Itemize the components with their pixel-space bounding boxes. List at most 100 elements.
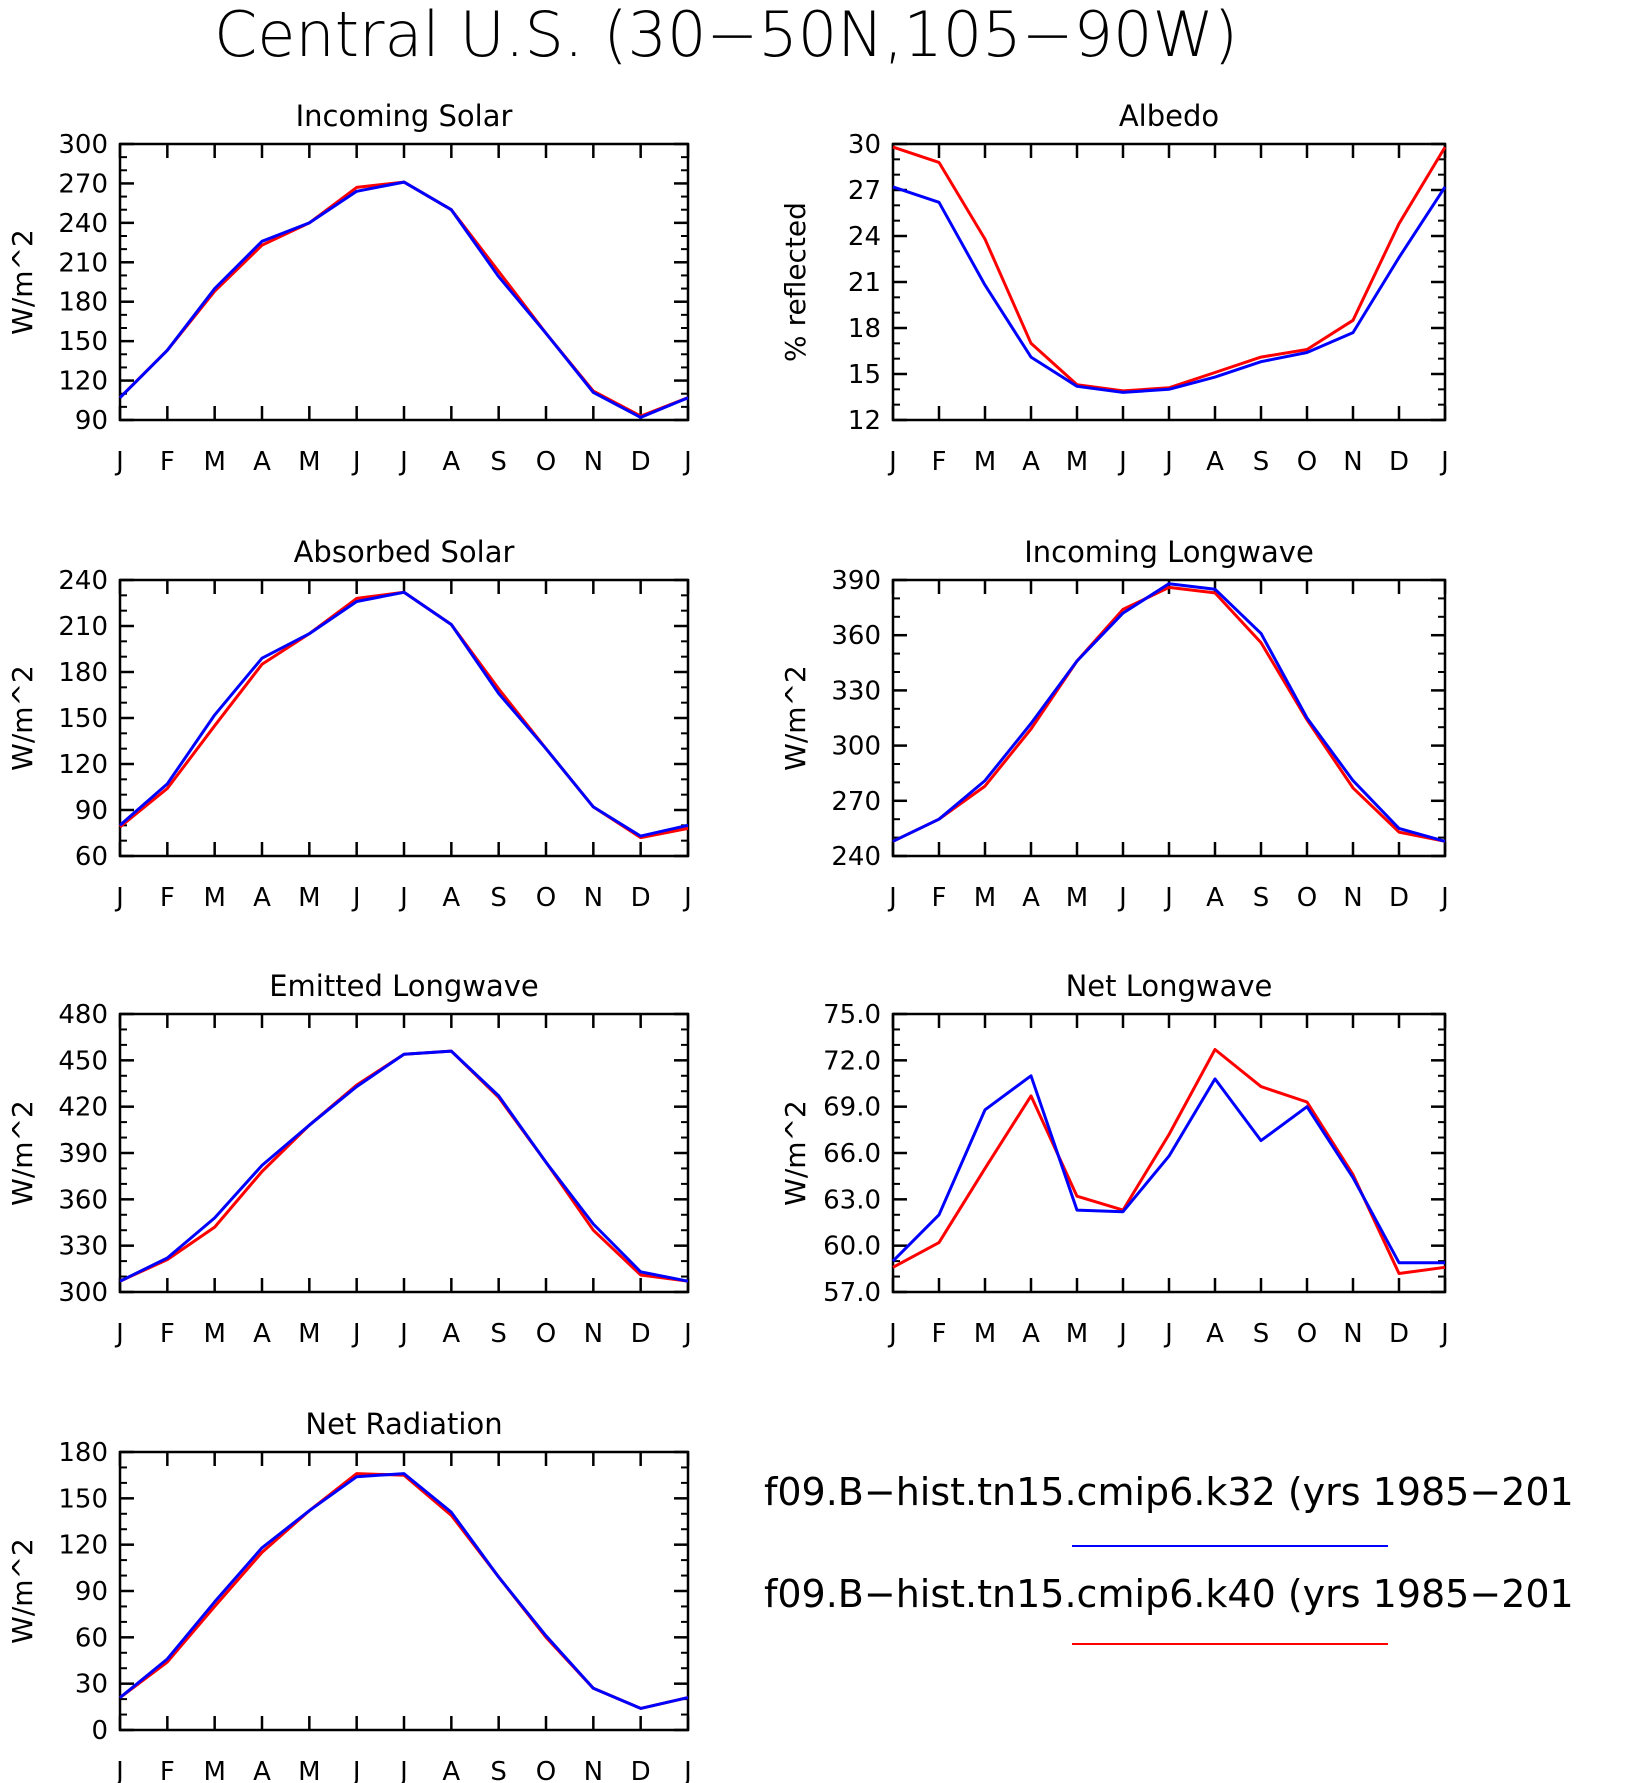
x-tick-label: S [490,1757,507,1783]
x-tick-label: M [974,447,996,477]
y-tick-label: 90 [75,1577,108,1607]
x-tick-label: J [887,447,897,477]
x-tick-label: F [932,1319,947,1349]
series-line-k32 [892,582,1446,843]
y-tick-label: 240 [58,209,108,239]
x-tick-label: D [1389,1319,1409,1349]
x-tick-label: A [1022,447,1040,477]
y-tick-label: 210 [58,248,108,278]
series-line-k32 [119,1472,689,1710]
legend-label: f09.B−hist.tn15.cmip6.k40 (yrs 1985−201 [764,1572,1574,1616]
x-tick-label: N [584,883,603,913]
x-tick-label: J [398,1319,408,1349]
y-tick-label: 300 [58,130,108,160]
y-tick-label: 150 [58,704,108,734]
series-line-k40 [119,590,689,840]
x-tick-label: J [887,883,897,913]
series-line-k32 [892,185,1447,394]
y-tick-label: 180 [58,1438,108,1468]
x-tick-label: J [351,1319,361,1349]
y-tick-label: 360 [831,621,881,651]
x-tick-label: A [442,1319,460,1349]
x-tick-label: O [536,1319,556,1349]
y-tick-label: 330 [58,1232,108,1262]
x-tick-label: A [442,883,460,913]
y-tick-label: 60 [75,1623,108,1653]
x-tick-label: J [682,447,692,477]
y-tick-label: 12 [848,406,881,436]
x-tick-label: M [974,1319,996,1349]
y-tick-label: 240 [58,566,108,596]
series-line-k40 [892,1048,1446,1275]
series-line-k40 [119,1049,689,1283]
series-line-k32 [118,180,689,419]
x-tick-label: N [584,447,603,477]
y-tick-label: 450 [58,1046,108,1076]
x-tick-label: J [1163,883,1173,913]
x-tick-label: D [631,883,651,913]
series-line-k40 [892,585,1446,843]
x-tick-label: A [253,1757,271,1783]
x-tick-label: N [1343,447,1362,477]
y-tick-label: 210 [58,612,108,642]
x-tick-label: J [1117,1319,1127,1349]
x-tick-label: M [974,883,996,913]
y-tick-label: 120 [58,367,108,397]
x-tick-label: N [1343,1319,1362,1349]
y-tick-label: 27 [848,176,881,206]
y-tick-label: 360 [58,1185,108,1215]
x-tick-label: M [203,1319,225,1349]
y-tick-label: 63.0 [823,1185,881,1215]
x-tick-label: F [160,1757,175,1783]
y-tick-label: 21 [848,268,881,298]
x-tick-label: J [1439,447,1449,477]
x-tick-label: O [1297,447,1317,477]
y-tick-label: 480 [58,1000,108,1030]
y-axis-label: W/m^2 [6,665,39,771]
x-tick-label: O [1297,883,1317,913]
x-tick-label: J [114,447,124,477]
x-tick-label: M [298,883,320,913]
x-tick-label: D [1389,447,1409,477]
legend: f09.B−hist.tn15.cmip6.k32 (yrs 1985−201 f… [764,1470,1574,1645]
x-tick-label: J [351,1757,361,1783]
x-tick-label: D [631,1757,651,1783]
x-tick-label: J [887,1319,897,1349]
y-tick-label: 60 [75,842,108,872]
y-tick-label: 57.0 [823,1278,881,1308]
y-tick-label: 300 [831,732,881,762]
panel-title: Emitted Longwave [269,969,539,1003]
x-tick-label: S [1253,447,1270,477]
x-tick-label: A [442,1757,460,1783]
x-tick-label: D [631,1319,651,1349]
plot-frame [891,1012,1447,1294]
y-axis-label: W/m^2 [6,229,39,335]
plot-frame [118,1450,690,1732]
y-tick-label: 180 [58,288,108,318]
x-tick-label: J [398,447,408,477]
x-tick-label: M [1066,1319,1088,1349]
y-tick-label: 66.0 [823,1139,881,1169]
x-tick-label: J [398,883,408,913]
x-tick-label: M [298,447,320,477]
x-tick-label: J [351,883,361,913]
y-axis-label: % reflected [779,202,812,362]
panel-title: Net Radiation [305,1407,502,1441]
x-tick-label: J [1439,883,1449,913]
y-tick-label: 150 [58,1484,108,1514]
x-tick-label: J [351,447,361,477]
x-tick-label: J [682,1319,692,1349]
x-tick-label: N [584,1319,603,1349]
x-tick-label: M [298,1757,320,1783]
y-tick-label: 18 [848,314,881,344]
y-tick-label: 69.0 [823,1093,881,1123]
panel-title: Absorbed Solar [294,535,515,569]
x-tick-label: O [536,1757,556,1783]
x-tick-label: D [631,447,651,477]
